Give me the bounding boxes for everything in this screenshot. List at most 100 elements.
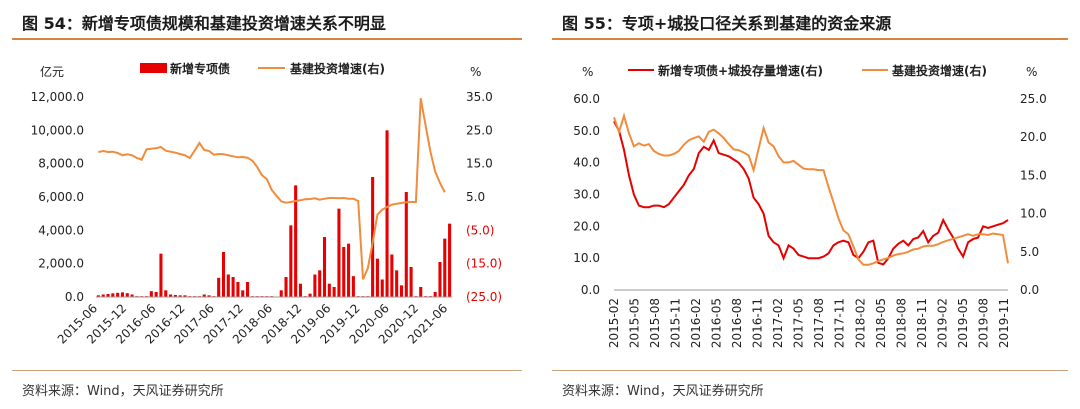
left-chart-title: 图 54：新增专项债规模和基建投资增速关系不明显 <box>22 14 386 33</box>
bar-special-bond <box>169 294 173 297</box>
x-tick-label: 2019-02 <box>935 298 949 348</box>
left-source-rule <box>12 370 522 371</box>
bar-special-bond <box>375 258 379 297</box>
left-y-tick-label: 60.0 <box>573 92 600 106</box>
x-tick-label: 2015-08 <box>648 298 662 348</box>
bar-special-bond <box>337 208 341 297</box>
bar-special-bond <box>351 276 355 297</box>
bar-special-bond <box>347 243 351 297</box>
right-chart-svg: % % 新增专项债+城投存量增速(右) 基建投资增速(右) 60.0 50.0 40.0 30… <box>573 63 1047 348</box>
bar-special-bond <box>342 247 346 297</box>
line-bond-chengtou-growth <box>613 120 1009 266</box>
legend-swatch-bar <box>140 63 167 73</box>
x-tick-label: 2017-11 <box>833 298 847 348</box>
right-y-tick-label: (15.0) <box>466 257 502 271</box>
x-tick-label: 2019-05 <box>956 298 970 348</box>
right-y-tick-label: 10.0 <box>1020 207 1047 221</box>
bar-special-bond <box>380 279 384 297</box>
left-y-tick-label: 20.0 <box>573 219 600 233</box>
left-y-tick-label: 4,000.0 <box>38 223 84 237</box>
left-y-tick-label: 10.0 <box>573 251 600 265</box>
bar-special-bond <box>409 267 413 297</box>
line-infrastructure-growth <box>98 98 446 280</box>
x-tick-label: 2019-08 <box>976 298 990 348</box>
bar-special-bond <box>322 237 327 297</box>
left-axis-unit: 亿元 <box>40 64 64 79</box>
x-tick-label: 2018-05 <box>874 298 888 348</box>
bar-special-bond <box>298 283 302 297</box>
right-y-tick-label: 35.0 <box>466 90 493 104</box>
left-chart-panel: 图 54：新增专项债规模和基建投资增速关系不明显 亿元% 新增专项债 基建投资增速(… <box>12 14 522 399</box>
bar-special-bond <box>178 295 182 297</box>
bar-special-bond <box>246 282 250 297</box>
left-y-tick-label: 2,000.0 <box>38 257 84 271</box>
left-y-tick-label: 10,000.0 <box>31 123 84 137</box>
bar-special-bond <box>404 192 408 297</box>
right-y-tick-label: 25.0 <box>1020 92 1047 106</box>
bar-special-bond <box>390 254 394 297</box>
x-tick-label: 2018-11 <box>915 298 929 348</box>
bar-special-bond <box>279 290 283 297</box>
left-y-tick-label: 6,000.0 <box>38 190 84 204</box>
bar-special-bond <box>207 295 211 297</box>
left-y-tick-label: 12,000.0 <box>31 90 84 104</box>
bar-special-bond <box>130 294 134 297</box>
right-axis-unit: % <box>470 65 481 79</box>
bar-special-bond <box>438 262 442 297</box>
bar-special-bond <box>154 292 158 297</box>
bar-special-bond <box>284 277 288 297</box>
x-tick-label: 2016-05 <box>710 298 724 348</box>
bar-special-bond <box>318 270 322 297</box>
bar-special-bond <box>111 293 115 297</box>
bar-special-bond <box>202 294 206 297</box>
bar-special-bond <box>332 287 336 297</box>
right-y-tick-label: 5.0 <box>1020 245 1039 259</box>
bar-special-bond <box>294 185 298 297</box>
bar-special-bond <box>159 253 163 297</box>
bar-special-bond <box>221 252 226 297</box>
left-chart-source: 资料来源：Wind，天风证券研究所 <box>22 384 224 399</box>
bar-special-bond <box>385 130 389 297</box>
x-tick-label: 2018-02 <box>853 298 867 348</box>
x-tick-label: 2015-11 <box>669 298 683 348</box>
legend-label-bar: 新增专项债 <box>170 61 230 76</box>
legend-label-red-line: 新增专项债+城投存量增速(右) <box>658 63 823 78</box>
bar-special-bond <box>443 238 447 297</box>
left-y-tick-label: 30.0 <box>573 188 600 202</box>
bar-special-bond <box>101 294 105 297</box>
bar-special-bond <box>173 295 177 297</box>
x-tick-label: 2016-02 <box>689 298 703 348</box>
left-y-tick-label: 0.0 <box>65 290 84 304</box>
bar-special-bond <box>448 223 452 297</box>
right-y-tick-label: (5.0) <box>466 223 494 237</box>
left-y-tick-label: 50.0 <box>573 124 600 138</box>
bar-special-bond <box>395 270 399 297</box>
right-source-rule <box>552 370 1068 371</box>
x-tick-label: 2017-02 <box>771 298 785 348</box>
legend-label-line: 基建投资增速(右) <box>289 61 385 76</box>
bar-special-bond <box>308 293 312 297</box>
x-tick-label: 2016-08 <box>730 298 744 348</box>
bar-special-bond <box>226 274 230 297</box>
left-y-tick-label: 0.0 <box>581 283 600 297</box>
right-y-tick-label: 15.0 <box>1020 168 1047 182</box>
x-tick-label: 2015-02 <box>607 298 621 348</box>
bar-special-bond <box>231 277 235 297</box>
right-chart-title: 图 55：专项+城投口径关系到基建的资金来源 <box>562 14 892 33</box>
bar-special-bond <box>120 292 124 297</box>
bar-special-bond <box>236 282 240 297</box>
right-chart-source: 资料来源：Wind，天风证券研究所 <box>562 384 764 399</box>
line-infrastructure-growth <box>613 112 1009 266</box>
bar-special-bond <box>399 285 404 297</box>
x-tick-label: 2018-08 <box>894 298 908 348</box>
bar-special-bond <box>164 290 168 297</box>
right-axis-unit: % <box>1026 65 1037 79</box>
right-y-tick-label: (25.0) <box>466 290 502 304</box>
left-title-rule <box>12 38 522 40</box>
bar-special-bond <box>149 291 153 297</box>
bar-special-bond <box>327 283 331 297</box>
bar-special-bond <box>241 290 245 297</box>
bar-special-bond <box>289 225 293 297</box>
right-y-tick-label: 0.0 <box>1020 283 1039 297</box>
bar-special-bond <box>217 277 221 297</box>
